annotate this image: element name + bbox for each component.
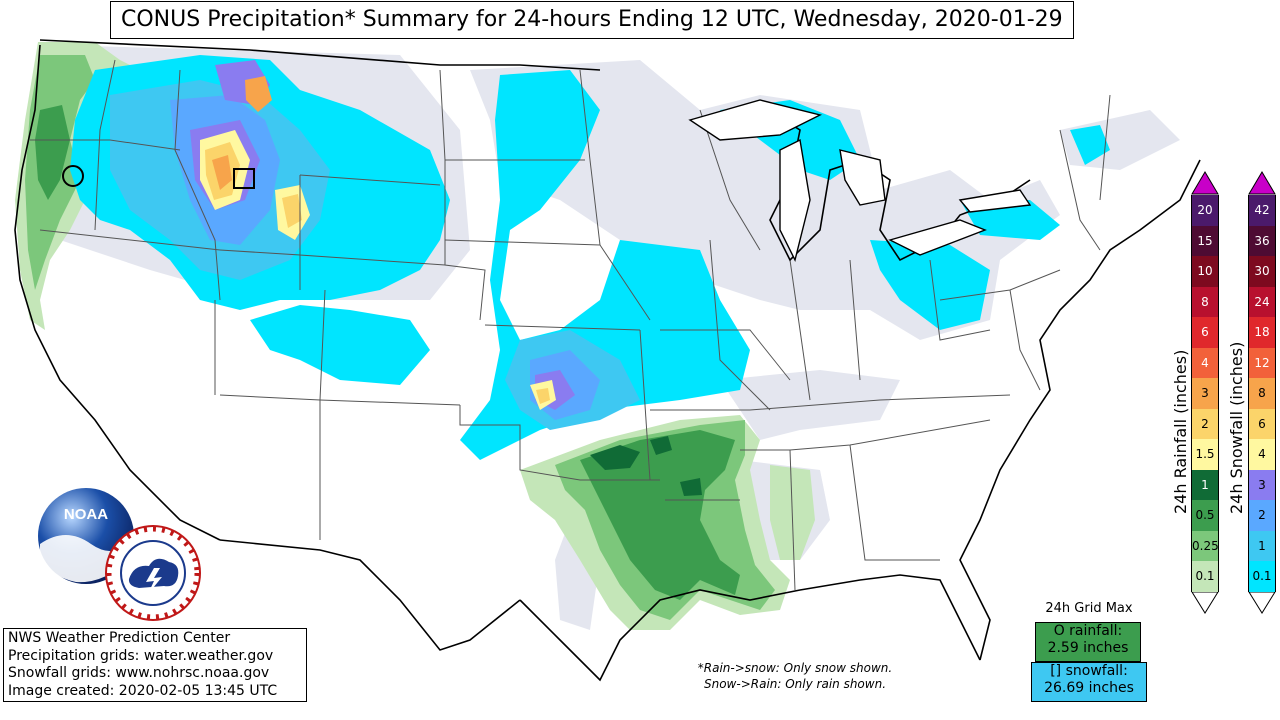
snow-legend-level: 8 bbox=[1248, 378, 1276, 409]
snow-legend-label: 24h Snowfall (inches) bbox=[1227, 341, 1246, 514]
rain-legend-level: 3 bbox=[1191, 378, 1219, 409]
rain-legend-level: 8 bbox=[1191, 286, 1219, 317]
snow-legend-bar: 42 36 30 24 18 12 8 6 4 3 2 1 0.1 bbox=[1248, 171, 1276, 659]
rainfall-max-label: O rainfall: bbox=[1053, 623, 1123, 639]
snowfall-max-label: [] snowfall: bbox=[1050, 663, 1128, 679]
rain-legend-level: 6 bbox=[1191, 317, 1219, 348]
boundaries bbox=[30, 59, 1111, 591]
info-box: NWS Weather Prediction Center Precipitat… bbox=[3, 628, 307, 702]
rain-legend-level: 1 bbox=[1191, 469, 1219, 500]
snow-legend-level: 6 bbox=[1248, 408, 1276, 439]
rain-legend-level: 0.25 bbox=[1191, 530, 1219, 561]
info-line-4: Image created: 2020-02-05 13:45 UTC bbox=[8, 682, 278, 699]
snow-legend-level: 0.1 bbox=[1248, 561, 1276, 592]
snow-legend-level: 2 bbox=[1248, 500, 1276, 531]
rain-snow-note: *Rain->snow: Only snow shown. Snow->Rain… bbox=[660, 660, 930, 692]
rain-legend-label: 24h Rainfall (inches) bbox=[1171, 349, 1190, 514]
rain-legend-bar: 20 15 10 8 6 4 3 2 1.5 1 0.5 0.25 0.1 bbox=[1191, 171, 1219, 659]
snowfall-max-marker bbox=[233, 168, 255, 189]
info-line-3: Snowfall grids: www.nohrsc.noaa.gov bbox=[8, 665, 270, 681]
rain-legend-level: 2 bbox=[1191, 408, 1219, 439]
rainfall-max-value: 2.59 inches bbox=[1047, 640, 1129, 656]
rainfall-max-box: O rainfall: 2.59 inches bbox=[1035, 622, 1141, 662]
rain-legend-level: 10 bbox=[1191, 256, 1219, 287]
snow-legend-bottom-arrow bbox=[1248, 591, 1276, 614]
snow-legend-level: 30 bbox=[1248, 256, 1276, 287]
note-line-1: *Rain->snow: Only snow shown. bbox=[697, 661, 893, 675]
info-line-2: Precipitation grids: water.weather.gov bbox=[8, 647, 274, 664]
rain-legend-top-arrow bbox=[1191, 171, 1219, 195]
snow-legend-level: 24 bbox=[1248, 286, 1276, 317]
info-line-1: NWS Weather Prediction Center bbox=[8, 630, 231, 646]
snow-legend-level: 3 bbox=[1248, 469, 1276, 500]
note-line-2: Snow->Rain: Only rain shown. bbox=[703, 677, 887, 691]
rain-legend-level: 1.5 bbox=[1191, 439, 1219, 470]
snow-areas bbox=[70, 55, 1110, 460]
map-title: CONUS Precipitation* Summary for 24-hour… bbox=[110, 1, 1074, 39]
snowfall-max-value: 26.69 inches bbox=[1044, 680, 1134, 696]
rain-legend-level: 20 bbox=[1191, 195, 1219, 226]
rain-legend-level: 0.5 bbox=[1191, 500, 1219, 531]
grid-max-title: 24h Grid Max bbox=[1045, 601, 1133, 616]
rain-legend-level: 0.1 bbox=[1191, 561, 1219, 592]
snow-legend-level: 18 bbox=[1248, 317, 1276, 348]
snow-legend-level: 1 bbox=[1248, 530, 1276, 561]
snow-legend-top-arrow bbox=[1248, 171, 1276, 195]
rain-legend-bottom-arrow bbox=[1191, 591, 1219, 614]
great-lakes bbox=[688, 99, 1032, 263]
rain-legend-level: 15 bbox=[1191, 225, 1219, 256]
snow-legend-level: 12 bbox=[1248, 347, 1276, 378]
snow-legend-level: 36 bbox=[1248, 225, 1276, 256]
heavy-snow-cores bbox=[200, 76, 556, 410]
noaa-logo-text: NOAA bbox=[64, 506, 108, 523]
snow-legend-level: 42 bbox=[1248, 195, 1276, 226]
rain-legend-level: 4 bbox=[1191, 347, 1219, 378]
snow-legend-level: 4 bbox=[1248, 439, 1276, 470]
snowfall-max-box: [] snowfall: 26.69 inches bbox=[1031, 662, 1147, 702]
nws-logo bbox=[105, 525, 201, 621]
rainfall-max-marker bbox=[62, 165, 84, 187]
